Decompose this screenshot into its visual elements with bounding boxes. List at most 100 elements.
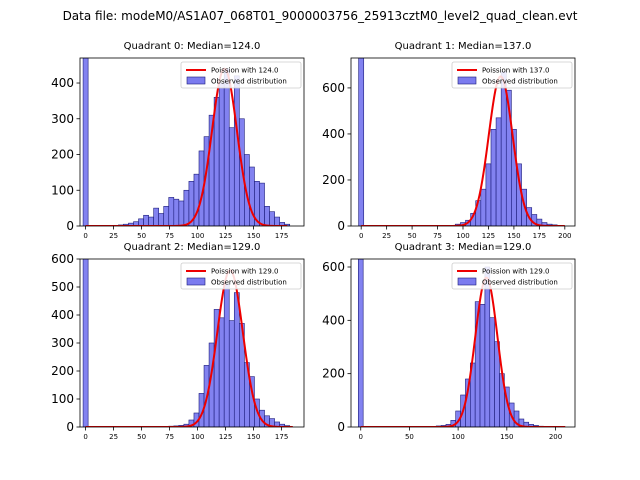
quadrant-3-chart: Quadrant 3: Median=129.0 0 50 100 150 200 0 200…	[322, 242, 576, 441]
legend-box	[180, 61, 302, 89]
x-tick-label: 125	[219, 232, 232, 240]
quadrant-1-chart: Quadrant 1: Median=137.0 0 25 50 75 100 125 150…	[322, 41, 576, 240]
x-tick-label: 150	[247, 433, 260, 441]
histogram-bar	[218, 82, 225, 226]
histogram-bar	[178, 200, 185, 226]
y-tick-label: 400	[322, 127, 345, 141]
x-tick-label: 150	[247, 232, 260, 240]
legend-bar-swatch	[186, 277, 206, 286]
y-tick-label: 200	[322, 173, 345, 187]
histogram-bar	[138, 218, 144, 226]
histogram-bar	[495, 117, 502, 226]
histogram-bar	[173, 198, 180, 226]
y-tick-label: 200	[51, 364, 74, 378]
histogram-bar	[143, 214, 149, 226]
legend-label-poisson: Poission with 129.0	[482, 268, 550, 276]
x-tick-label: 100	[191, 433, 204, 441]
chart-title: Quadrant 1: Median=137.0	[395, 41, 532, 52]
legend: Poission with 124.0 Observed distribution	[180, 61, 302, 89]
histogram-bar	[153, 207, 159, 226]
histogram-bar	[158, 213, 165, 226]
histogram-bar	[148, 216, 154, 226]
histogram-bar	[163, 206, 170, 226]
x-tick-label: 200	[558, 232, 571, 240]
y-tick-label: 600	[322, 81, 345, 95]
axes-frame	[79, 57, 305, 227]
legend: Poission with 129.0 Observed distribution	[180, 262, 302, 290]
x-tick-label: 75	[165, 433, 174, 441]
histogram-bar	[357, 259, 364, 427]
histogram-bar	[183, 189, 190, 226]
x-tick-label: 100	[456, 232, 469, 240]
y-tick-label: 0	[66, 219, 74, 233]
quadrant-2-chart: Quadrant 2: Median=129.0 0 25 50 75 100 125 150…	[51, 242, 305, 441]
histogram-bar	[223, 68, 230, 226]
histogram-bar	[490, 129, 497, 226]
x-tick-label: 175	[275, 232, 288, 240]
y-tick-label: 100	[51, 392, 74, 406]
histogram-bar	[484, 266, 491, 427]
x-tick-label: 50	[137, 433, 146, 441]
legend-label-poisson: Poission with 137.0	[482, 67, 550, 75]
legend-box	[451, 61, 573, 89]
histogram-bar	[213, 97, 220, 226]
legend-bar-swatch	[457, 277, 477, 286]
y-tick-label: 600	[51, 252, 74, 266]
x-tick-label: 0	[83, 433, 87, 441]
bars	[82, 259, 291, 427]
legend: Poission with 137.0 Observed distribution	[451, 61, 573, 89]
x-tick-label: 175	[533, 232, 546, 240]
y-tick-label: 500	[51, 280, 74, 294]
chart-panels: Quadrant 0: Median=124.0 0 25 50 75 100 125 150…	[51, 41, 576, 441]
histogram-bar	[264, 206, 270, 226]
x-tick-label: 150	[507, 232, 520, 240]
histogram-bar	[259, 182, 265, 226]
histogram-bar	[480, 188, 487, 226]
legend-bar-swatch	[186, 76, 206, 85]
x-tick-label: 100	[191, 232, 204, 240]
y-tick-label: 300	[51, 336, 74, 350]
y-tick-label: 200	[322, 367, 345, 381]
legend-box	[180, 262, 302, 290]
x-tick-label: 100	[451, 433, 464, 441]
legend-box	[451, 262, 573, 290]
y-tick-label: 400	[51, 308, 74, 322]
x-tick-label: 75	[433, 232, 442, 240]
axes-frame	[350, 258, 576, 428]
x-tick-label: 0	[83, 232, 87, 240]
poisson-curve	[85, 269, 293, 427]
legend-bar-swatch	[457, 76, 477, 85]
x-tick-label: 125	[219, 433, 232, 441]
x-tick-label: 200	[549, 433, 562, 441]
histogram-bar	[274, 216, 280, 226]
histogram-bar	[485, 163, 492, 226]
legend-label-observed: Observed distribution	[482, 279, 558, 287]
x-tick-label: 25	[382, 232, 391, 240]
x-tick-label: 0	[359, 232, 363, 240]
legend-label-observed: Observed distribution	[211, 279, 287, 287]
poisson-curve	[361, 75, 565, 226]
figure-title: Data file: modeM0/AS1A07_068T01_90000037…	[63, 9, 578, 23]
y-tick-label: 0	[337, 219, 345, 233]
x-tick-label: 50	[405, 433, 414, 441]
x-tick-label: 25	[109, 433, 118, 441]
y-tick-label: 400	[322, 313, 345, 327]
chart-title: Quadrant 3: Median=129.0	[395, 242, 532, 253]
legend-label-poisson: Poission with 129.0	[211, 268, 279, 276]
quadrant-0-chart: Quadrant 0: Median=124.0 0 25 50 75 100 125 150…	[51, 41, 305, 240]
legend-label-observed: Observed distribution	[482, 78, 558, 86]
histogram-bar	[233, 292, 240, 427]
chart-title: Quadrant 2: Median=129.0	[124, 242, 261, 253]
x-tick-label: 0	[359, 433, 363, 441]
histogram-bar	[269, 211, 275, 226]
legend-label-observed: Observed distribution	[211, 78, 287, 86]
y-tick-label: 0	[337, 420, 345, 434]
x-tick-label: 25	[109, 232, 118, 240]
histogram-bar	[228, 127, 235, 226]
histogram-bar	[168, 197, 175, 226]
x-tick-label: 50	[408, 232, 417, 240]
histogram-bar	[218, 317, 225, 427]
histogram-bar	[479, 304, 486, 427]
histogram-bar	[489, 317, 495, 427]
